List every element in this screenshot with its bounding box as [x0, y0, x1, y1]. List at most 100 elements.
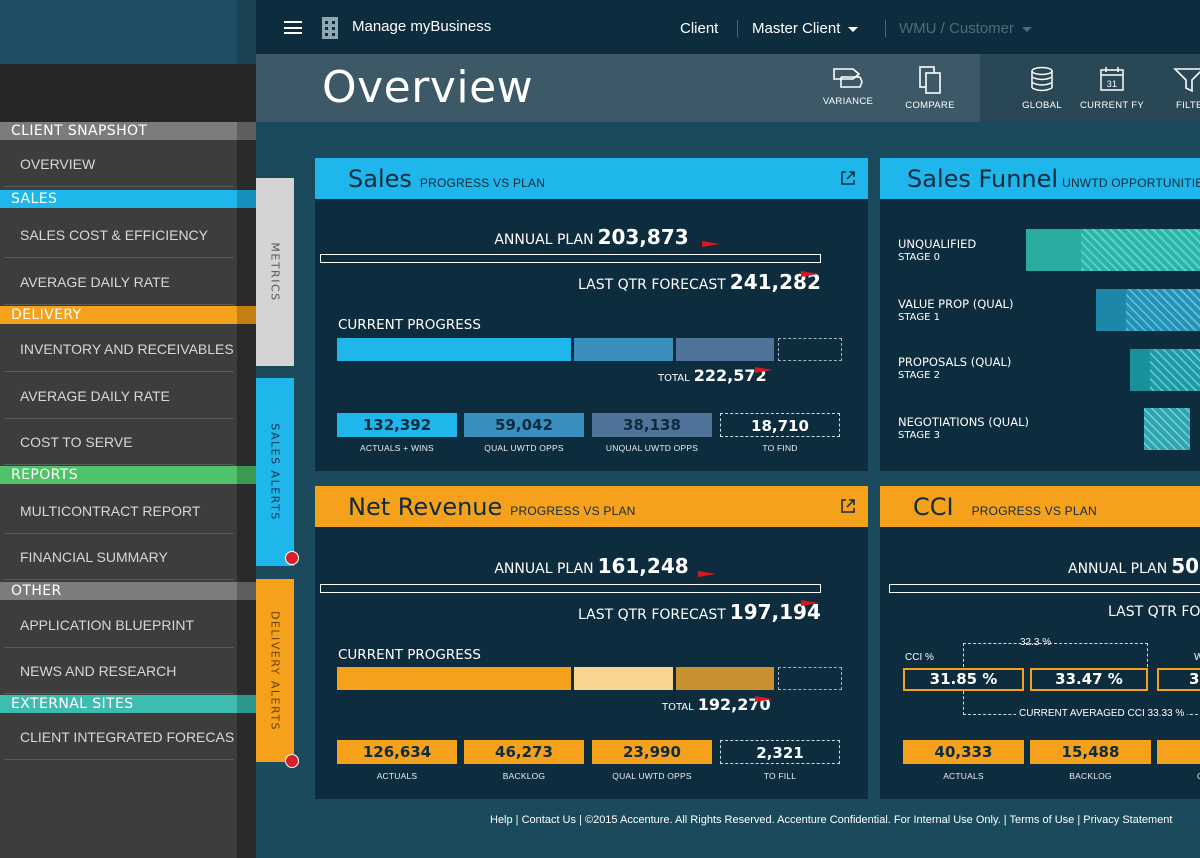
forecast-marker	[801, 600, 819, 606]
sales-card-title: Sales PROGRESS VS PLAN	[348, 165, 546, 193]
funnel-bar-stage-0[interactable]	[1026, 229, 1200, 271]
nav-client-integrated-forecasting[interactable]: CLIENT INTEGRATED FORECASTING	[4, 714, 234, 760]
funnel-card-title: Sales Funnel UNWTD OPPORTUNITIES	[907, 165, 1200, 193]
cci-forecast: LAST QTR FORE	[1108, 604, 1200, 620]
funnel-stage-2-label: PROPOSALS (QUAL) STAGE 2	[898, 355, 1012, 382]
sales-progress-actuals	[337, 338, 571, 361]
cci-actuals-caption: ACTUALS	[943, 771, 984, 781]
nav-multicontract-report[interactable]: MULTICONTRACT REPORT	[4, 488, 234, 534]
cci-plan-track	[889, 584, 1200, 593]
tab-metrics[interactable]: METRICS	[256, 178, 294, 366]
revenue-plan-track	[320, 584, 821, 593]
revenue-actuals-value: 126,634	[337, 740, 457, 764]
title-bar-right-panel	[980, 54, 1200, 122]
delivery-alert-indicator	[285, 754, 299, 768]
nav-cost-to-serve[interactable]: COST TO SERVE	[4, 419, 234, 465]
section-other: OTHER	[0, 582, 256, 600]
sales-qual-value: 59,042	[464, 413, 584, 437]
building-icon	[322, 17, 338, 39]
compare-icon	[919, 66, 941, 94]
sales-funnel-card: Sales Funnel UNWTD OPPORTUNITIES UNQUALIF…	[880, 158, 1200, 471]
variance-button[interactable]: VARIANCE	[808, 66, 888, 107]
filter-button[interactable]: FILTER	[1148, 66, 1200, 111]
revenue-progress-to-fill	[778, 667, 842, 690]
sales-annual-plan: ANNUAL PLAN 203,873	[494, 225, 689, 249]
revenue-to-fill-caption: TO FILL	[763, 771, 797, 781]
global-button[interactable]: GLOBAL	[1002, 66, 1082, 111]
cci-pct-3: 3	[1157, 668, 1200, 691]
plan-marker	[698, 571, 716, 577]
client-link[interactable]: Client	[680, 20, 719, 37]
sales-unqual-value: 38,138	[592, 413, 712, 437]
app-title: Manage myBusiness	[352, 18, 492, 35]
external-link-icon[interactable]	[840, 498, 856, 514]
variance-icon	[833, 68, 863, 88]
nav-financial-summary[interactable]: FINANCIAL SUMMARY	[4, 534, 234, 580]
section-client-snapshot: CLIENT SNAPSHOT	[0, 122, 256, 140]
sales-progress-unqual	[676, 338, 774, 361]
nav-inventory-receivables[interactable]: INVENTORY AND RECEIVABLES	[4, 326, 234, 372]
revenue-qual-value: 23,990	[592, 740, 712, 764]
tab-sales-alerts[interactable]: SALES ALERTS	[256, 378, 294, 566]
sidebar-top-banner	[0, 0, 256, 64]
sales-alert-indicator	[285, 551, 299, 565]
net-revenue-card: Net Revenue PROGRESS VS PLAN ANNUAL PLAN 1…	[315, 486, 868, 799]
nav-application-blueprint[interactable]: APPLICATION BLUEPRINT	[4, 602, 234, 648]
current-fy-button[interactable]: 31 CURRENT FY	[1072, 66, 1152, 111]
cci-avg-label: CURRENT AVERAGED CCI 33.33 %	[1016, 708, 1188, 719]
nav-sales-average-daily-rate[interactable]: AVERAGE DAILY RATE	[4, 259, 234, 305]
compare-button[interactable]: COMPARE	[890, 66, 970, 111]
revenue-forecast: LAST QTR FORECAST 197,194	[578, 600, 821, 624]
revenue-to-fill-value: 2,321	[720, 740, 840, 764]
cci-pct-1: 31.85 %	[903, 668, 1024, 691]
cci-backlog-caption: BACKLOG	[1069, 771, 1112, 781]
revenue-card-title: Net Revenue PROGRESS VS PLAN	[348, 493, 636, 521]
revenue-progress-actuals	[337, 667, 571, 690]
revenue-qual-caption: QUAL UWTD OPPS	[612, 771, 692, 781]
section-reports: REPORTS	[0, 466, 256, 484]
menu-icon[interactable]	[284, 21, 302, 34]
sales-card: Sales PROGRESS VS PLAN ANNUAL PLAN 203,873…	[315, 158, 868, 471]
page-title: Overview	[322, 62, 534, 113]
cci-backlog-value: 15,488	[1030, 740, 1151, 764]
funnel-bar-stage-2[interactable]	[1130, 349, 1200, 391]
sales-to-find-value: 18,710	[720, 413, 840, 437]
total-marker	[755, 367, 773, 373]
revenue-backlog-value: 46,273	[464, 740, 584, 764]
funnel-bar-stage-3[interactable]	[1144, 408, 1190, 450]
funnel-card-header: Sales Funnel UNWTD OPPORTUNITIES	[880, 158, 1200, 199]
footer-links[interactable]: Help | Contact Us | ©2015 Accenture. All…	[490, 814, 1173, 826]
calendar-icon: 31	[1100, 67, 1124, 91]
sales-qual-caption: QUAL UWTD OPPS	[484, 443, 564, 453]
chevron-down-icon	[1022, 26, 1033, 32]
tab-delivery-alerts[interactable]: DELIVERY ALERTS	[256, 579, 294, 762]
sales-plan-track	[320, 254, 821, 263]
section-sales: SALES	[0, 190, 256, 208]
cci-qual-value	[1157, 740, 1200, 764]
plan-marker	[702, 241, 720, 247]
sales-actuals-caption: ACTUALS + WINS	[360, 443, 434, 453]
funnel-stage-3-label: NEGOTIATIONS (QUAL) STAGE 3	[898, 415, 1029, 442]
sidebar-edge	[237, 122, 256, 858]
wmu-customer-dropdown[interactable]: WMU / Customer	[899, 20, 1033, 37]
master-client-dropdown[interactable]: Master Client	[752, 20, 859, 37]
section-external-sites: EXTERNAL SITES	[0, 695, 256, 713]
revenue-progress-label: CURRENT PROGRESS	[338, 647, 481, 663]
nav-delivery-average-daily-rate[interactable]: AVERAGE DAILY RATE	[4, 373, 234, 419]
external-link-icon[interactable]	[840, 170, 856, 186]
nav-news-research[interactable]: NEWS AND RESEARCH	[4, 648, 234, 694]
total-marker	[755, 696, 773, 702]
cci-card-header: CCI PROGRESS VS PLAN	[880, 486, 1200, 527]
left-sidebar: CLIENT SNAPSHOT OVERVIEW SALES SALES COS…	[0, 0, 256, 858]
revenue-progress-qual	[676, 667, 774, 690]
nav-sales-cost-efficiency[interactable]: SALES COST & EFFICIENCY	[4, 212, 234, 258]
sales-total: TOTAL 222,572	[658, 366, 767, 385]
funnel-bar-stage-1[interactable]	[1096, 289, 1200, 331]
filter-icon	[1173, 68, 1200, 93]
sales-progress-qual	[574, 338, 673, 361]
separator	[737, 20, 738, 37]
revenue-card-header: Net Revenue PROGRESS VS PLAN	[315, 486, 868, 527]
nav-overview[interactable]: OVERVIEW	[4, 141, 234, 187]
section-delivery: DELIVERY	[0, 306, 256, 324]
